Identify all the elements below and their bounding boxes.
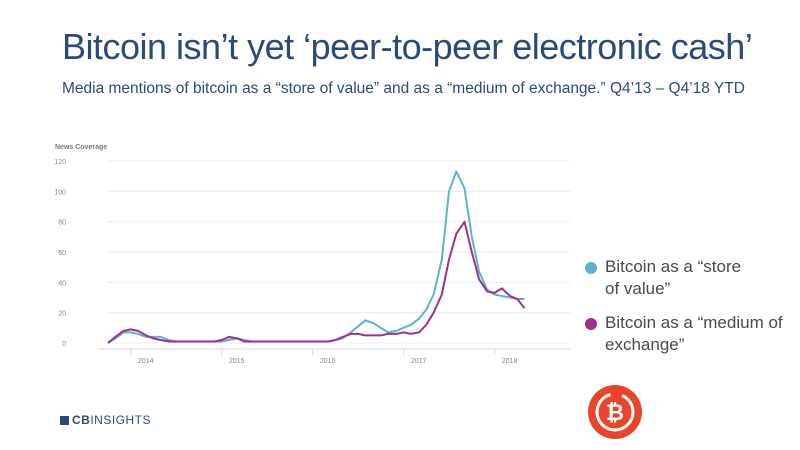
y-tick-label: 40 [58, 280, 66, 287]
y-tick-label: 20 [58, 311, 66, 318]
y-tick-label: 80 [58, 220, 66, 227]
cb-insights-logo-icon [60, 416, 69, 425]
x-tick-label: 2015 [229, 358, 245, 365]
chart-title: Bitcoin isn’t yet ‘peer-to-peer electron… [62, 26, 753, 67]
legend-store-of-value-label: Bitcoin as a “store of value” [605, 257, 742, 298]
y-tick-label: 120 [54, 159, 66, 166]
x-tick-label: 2017 [411, 358, 427, 365]
svg-text:₿: ₿ [606, 401, 624, 426]
y-tick-label: 60 [58, 250, 66, 257]
series-line-medium-of-exchange [107, 220, 526, 344]
y-axis-label: News Coverage [55, 144, 107, 151]
cb-insights-logo: CBINSIGHTS [60, 413, 151, 427]
x-tick-label: 2018 [502, 358, 518, 365]
legend-store-of-value-marker [585, 262, 597, 274]
legend-medium-of-exchange-label: Bitcoin as a “medium of exchange” [605, 313, 783, 354]
x-tick-label: 2016 [320, 358, 336, 365]
y-tick-label: 100 [54, 189, 66, 196]
legend-medium-of-exchange-marker [585, 318, 597, 330]
x-tick-label: 2014 [138, 358, 154, 365]
series-line-store-of-value [107, 170, 525, 344]
bitcoin-logo-icon: ₿ [588, 385, 642, 439]
y-tick-label: 0 [62, 341, 66, 348]
chart-subtitle: Media mentions of bitcoin as a “store of… [62, 80, 745, 97]
